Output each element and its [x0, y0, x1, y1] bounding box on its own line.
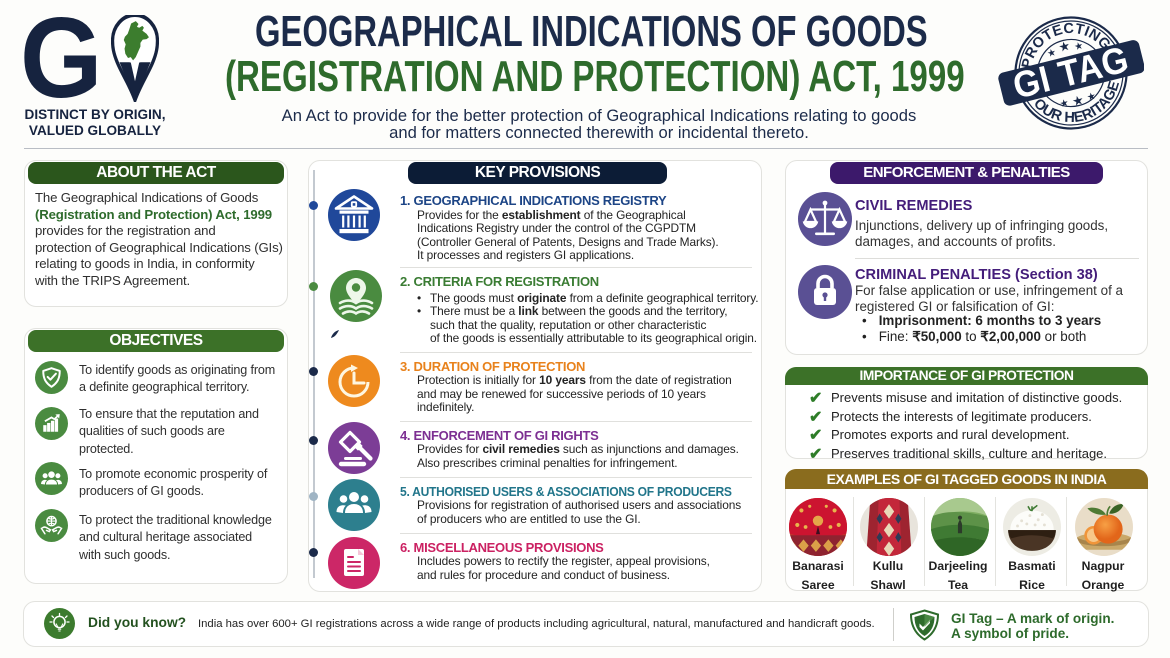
svg-text:★: ★ [1070, 92, 1085, 109]
svg-text:★: ★ [1059, 98, 1070, 111]
svg-text:★: ★ [1073, 40, 1084, 53]
svg-text:★: ★ [1046, 47, 1057, 60]
svg-text:★: ★ [1086, 91, 1097, 104]
svg-text:★: ★ [1057, 38, 1072, 55]
